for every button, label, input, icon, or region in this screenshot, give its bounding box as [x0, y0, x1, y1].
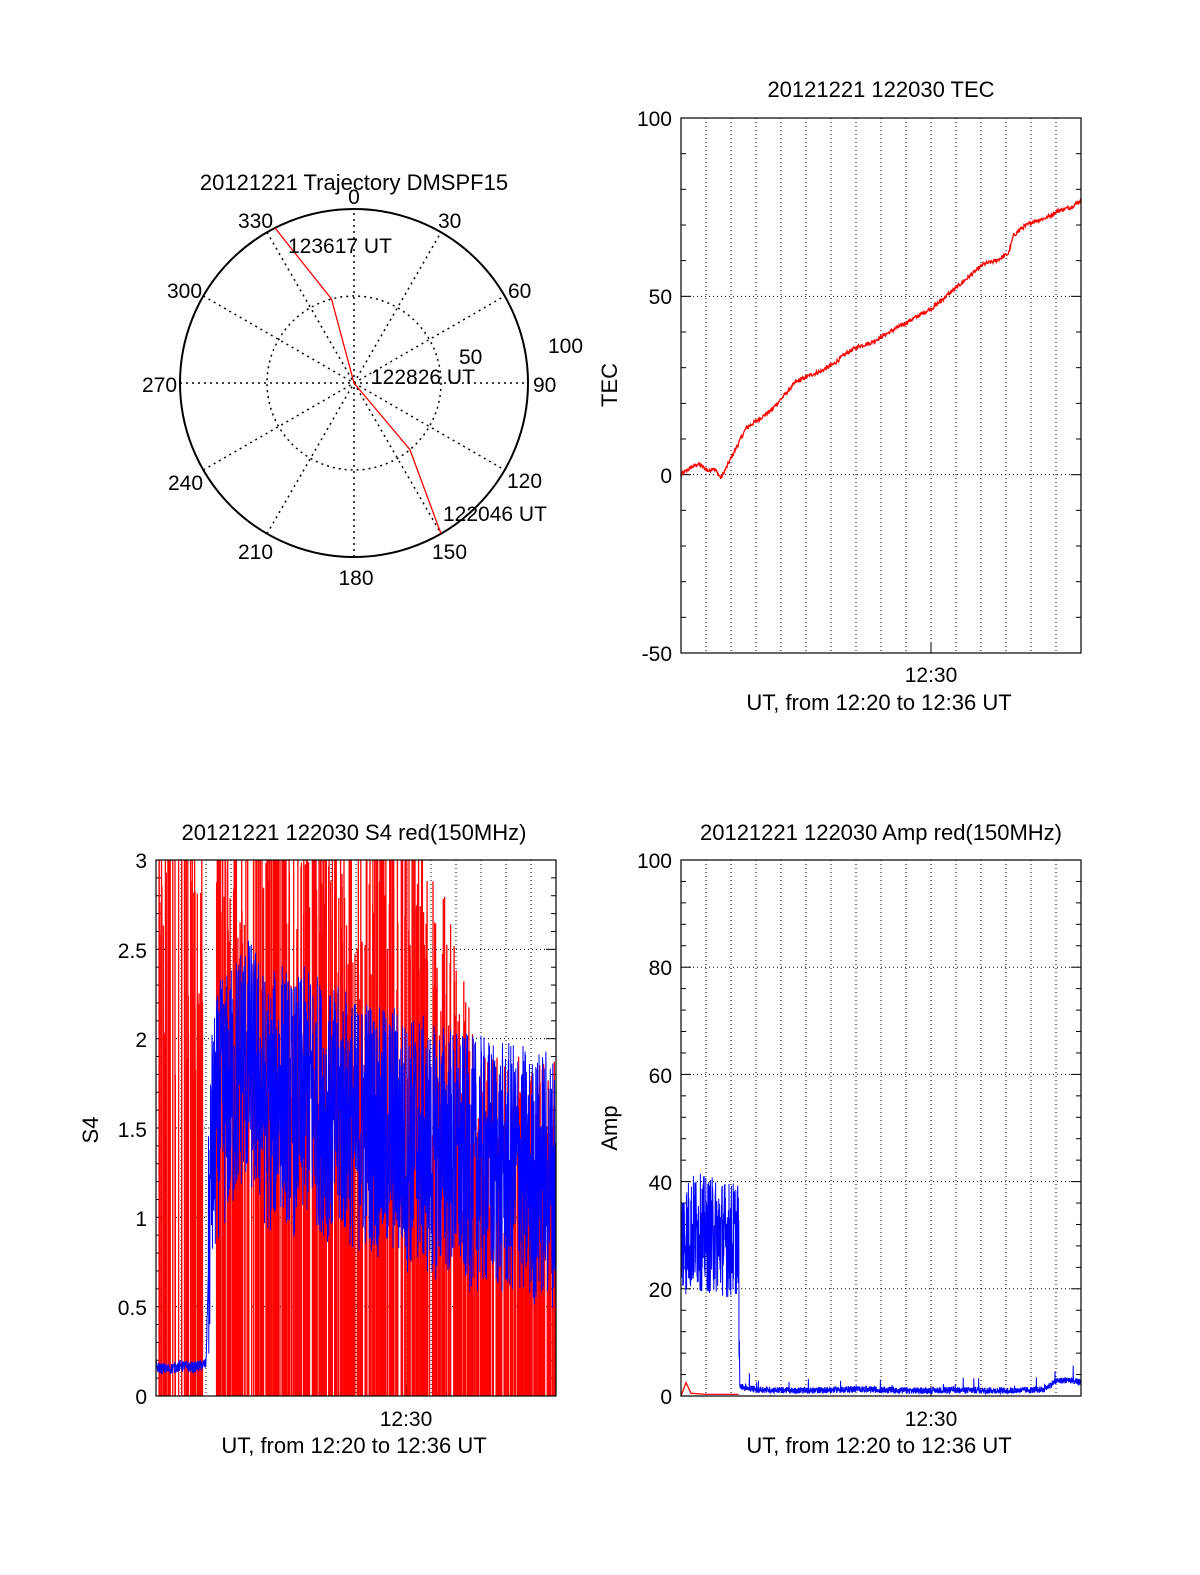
- amp-red-series: [680, 1380, 739, 1397]
- s4-ytick-0-5: 0.5: [118, 1297, 147, 1320]
- angle-label-0: 0: [348, 186, 360, 209]
- amp-ytick-80: 80: [649, 957, 672, 980]
- angle-label-90: 90: [533, 374, 556, 397]
- trajectory-line: [274, 227, 442, 534]
- amp-xtick-1230: 12:30: [905, 1408, 958, 1431]
- angle-label-330: 330: [238, 210, 273, 233]
- amp-ytick-0: 0: [660, 1386, 672, 1409]
- s4-blue-series: [155, 940, 557, 1375]
- amp-ytick-40: 40: [649, 1172, 672, 1195]
- angle-label-270: 270: [142, 374, 177, 397]
- tec-ylabel: TEC: [597, 363, 622, 407]
- angle-label-210: 210: [238, 541, 273, 564]
- tec-chart: 20121221 122030 TEC 100 50 0 -50 12:30 U…: [597, 77, 1082, 715]
- angle-label-300: 300: [167, 280, 202, 303]
- angle-label-60: 60: [508, 280, 531, 303]
- radial-label-100: 100: [548, 335, 583, 358]
- polar-ring-50: [266, 295, 442, 471]
- angle-label-120: 120: [507, 470, 542, 493]
- s4-ytick-2: 2: [135, 1029, 147, 1052]
- tec-ytick-50: 50: [649, 286, 672, 309]
- angle-label-240: 240: [168, 472, 203, 495]
- tec-ytick-0: 0: [660, 465, 672, 488]
- tec-grid: [681, 117, 1081, 654]
- s4-ytick-1-5: 1.5: [118, 1119, 147, 1142]
- tec-title: 20121221 122030 TEC: [767, 77, 994, 102]
- s4-title: 20121221 122030 S4 red(150MHz): [182, 820, 527, 845]
- s4-ytick-3: 3: [135, 850, 147, 873]
- amp-xlabel: UT, from 12:20 to 12:36 UT: [746, 1433, 1011, 1458]
- trajectory-start-label: 122046 UT: [443, 503, 547, 526]
- radial-label-50: 50: [459, 346, 482, 369]
- tec-ytick-100: 100: [637, 108, 672, 131]
- amp-ytick-60: 60: [649, 1065, 672, 1088]
- amp-blue-series: [680, 1173, 1082, 1396]
- s4-ytick-2-5: 2.5: [118, 940, 147, 963]
- tec-plot-frame: [680, 117, 1082, 654]
- amp-ylabel: Amp: [597, 1105, 622, 1150]
- s4-ytick-1: 1: [135, 1208, 147, 1231]
- angle-label-150: 150: [432, 541, 467, 564]
- s4-plot-frame: [155, 859, 557, 1397]
- trajectory-title: 20121221 Trajectory DMSPF15: [200, 170, 508, 195]
- polar-ring-outer: [179, 208, 529, 558]
- amp-chart: 20121221 122030 Amp red(150MHz) 100 80 6…: [597, 820, 1082, 1458]
- trajectory-chart: 20121221 Trajectory DMSPF15 50 100 0 30 …: [142, 170, 583, 590]
- s4-ylabel: S4: [78, 1117, 103, 1144]
- amp-plot-frame: [680, 859, 1082, 1397]
- tec-ytick-neg50: -50: [642, 643, 672, 666]
- s4-ytick-0: 0: [135, 1386, 147, 1409]
- tec-series-line: [680, 197, 1082, 480]
- tec-xtick-1230: 12:30: [905, 664, 958, 687]
- trajectory-end-label: 123617 UT: [288, 235, 392, 258]
- trajectory-mid-label: 122826 UT: [371, 366, 475, 389]
- s4-xtick-1230: 12:30: [380, 1408, 433, 1431]
- angle-label-30: 30: [438, 210, 461, 233]
- s4-chart: 20121221 122030 S4 red(150MHz) 3 2.5 2 1…: [78, 820, 557, 1458]
- tec-xlabel: UT, from 12:20 to 12:36 UT: [746, 690, 1011, 715]
- angle-label-180: 180: [338, 567, 373, 590]
- amp-ytick-100: 100: [637, 850, 672, 873]
- s4-xlabel: UT, from 12:20 to 12:36 UT: [221, 1433, 486, 1458]
- amp-title: 20121221 122030 Amp red(150MHz): [700, 820, 1062, 845]
- amp-grid: [681, 859, 1081, 1397]
- amp-ytick-20: 20: [649, 1279, 672, 1302]
